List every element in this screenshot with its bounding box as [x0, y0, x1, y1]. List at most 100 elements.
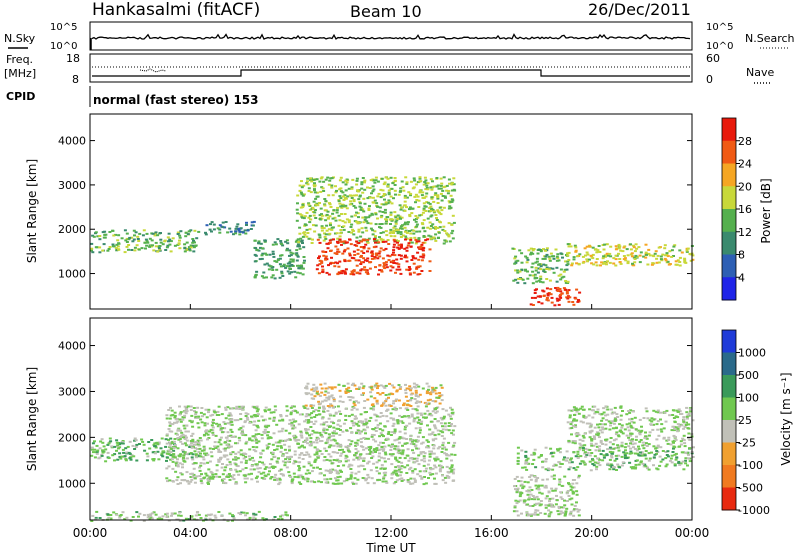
power-cell — [309, 218, 313, 221]
vel-cell — [375, 402, 379, 405]
vel-cell — [512, 510, 516, 513]
vel-cell — [430, 450, 433, 453]
vel-cell — [172, 455, 176, 458]
vel-cell — [297, 442, 300, 445]
vel-cell — [576, 510, 580, 513]
power-cell — [336, 206, 340, 209]
power-cell — [352, 233, 356, 236]
power-cell — [421, 249, 425, 252]
vel-cell — [251, 456, 254, 459]
vel-cell — [423, 476, 426, 478]
vel-cell — [219, 457, 222, 459]
vel-cell — [151, 451, 155, 454]
vel-cell — [615, 469, 618, 471]
vel-cell — [342, 480, 346, 483]
vel-cell — [195, 475, 199, 478]
power-cell — [644, 251, 648, 254]
vel-cell — [317, 400, 321, 403]
vel-cell — [438, 445, 442, 448]
power-cell — [529, 247, 533, 250]
vel-cell — [623, 454, 627, 457]
vel-cell — [574, 455, 578, 458]
vel-cell — [607, 420, 611, 423]
power-cell — [378, 210, 382, 213]
power-cell — [343, 270, 347, 273]
vel-cell — [336, 405, 340, 408]
vel-cell — [575, 490, 579, 493]
power-cell — [551, 267, 555, 270]
vel-cell — [615, 431, 619, 434]
power-cell — [417, 240, 421, 243]
vel-cell — [228, 478, 232, 481]
vel-cell — [534, 484, 538, 487]
vel-region-1 — [90, 510, 289, 522]
vel-cell — [292, 420, 296, 423]
power-cell — [663, 244, 667, 247]
vel-cell — [411, 469, 415, 472]
vel-cell — [213, 441, 217, 444]
vel-cell — [353, 404, 357, 407]
vel-cell — [677, 425, 681, 428]
vel-cell — [349, 390, 352, 392]
power-cell — [176, 231, 180, 234]
power-cell — [296, 238, 300, 241]
vel-cell — [280, 514, 284, 517]
vel-cell — [283, 461, 287, 464]
vel-cell — [234, 481, 238, 484]
vel-cell — [369, 395, 373, 398]
vel-cell — [551, 489, 555, 492]
vel-cell — [384, 404, 388, 407]
power-cell — [434, 239, 438, 242]
power-cell — [379, 196, 383, 199]
power-cell — [438, 206, 442, 209]
vel-cell — [412, 418, 416, 421]
power-cell — [280, 243, 284, 246]
vel-cell — [146, 516, 150, 519]
vel-cell — [298, 453, 302, 456]
power-cell — [263, 263, 267, 266]
power-cell — [282, 263, 286, 266]
power-cell — [386, 239, 390, 241]
vel-cell — [351, 422, 355, 425]
vel-cell — [423, 416, 427, 419]
power-cell — [337, 250, 341, 253]
power-cell — [360, 181, 364, 184]
vel-cell — [192, 473, 196, 476]
vel-cell — [312, 390, 316, 393]
power-cell — [389, 265, 393, 268]
vel-cell — [534, 478, 538, 481]
vel-cell — [257, 510, 261, 513]
power-cell — [92, 235, 96, 238]
power-cell — [339, 176, 343, 179]
vel-cell — [192, 467, 196, 470]
vel-cell — [570, 461, 574, 464]
power-cell — [450, 223, 454, 226]
power-cell — [284, 266, 288, 269]
vel-cell — [303, 440, 307, 443]
vel-cell — [398, 386, 402, 389]
power-cell — [338, 179, 342, 182]
power-cell — [347, 221, 351, 224]
power-cell — [549, 267, 553, 270]
vel-cell — [121, 448, 125, 451]
vel-cell — [198, 447, 202, 450]
vel-cell — [160, 437, 164, 440]
vel-cell — [202, 413, 206, 416]
vel-cell — [413, 481, 417, 483]
power-cell — [253, 260, 257, 263]
vel-cell — [382, 476, 386, 479]
vel-cell — [597, 448, 601, 451]
vel-cell — [381, 429, 385, 432]
vel-cell — [204, 472, 208, 475]
x-tick-label: 00:00 — [675, 526, 710, 540]
power-cell — [532, 274, 535, 277]
vel-cell — [423, 412, 427, 415]
vel-cell — [655, 438, 659, 441]
power-cell — [549, 288, 553, 291]
vel-cell — [664, 420, 668, 423]
vel-cell — [409, 438, 413, 441]
power-cell — [146, 241, 150, 244]
vel-cell — [106, 443, 110, 446]
vel-cell — [635, 459, 639, 462]
vel-cell — [178, 519, 182, 522]
